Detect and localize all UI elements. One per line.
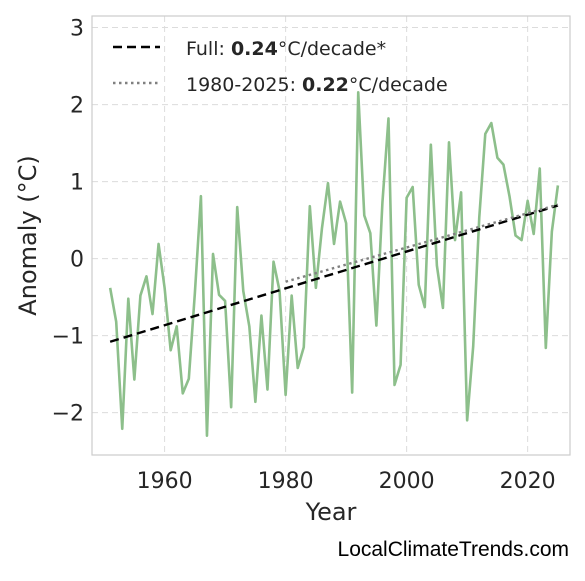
legend-entry-1980-2025: 1980-2025: 0.22°C/decade <box>186 74 448 96</box>
anomaly-series-line <box>108 90 560 438</box>
legend-entry-full: Full: 0.24°C/decade* <box>186 38 386 60</box>
y-tick-label: −1 <box>52 325 84 350</box>
legend-full-suffix: °C/decade* <box>278 38 386 60</box>
legend-1980-value: 0.22 <box>302 74 349 96</box>
y-tick-label: −2 <box>52 402 84 427</box>
y-tick-label: 1 <box>70 171 84 196</box>
legend-full-prefix: Full: <box>186 38 231 60</box>
y-tick-label: 3 <box>70 17 84 42</box>
series-layer <box>108 90 560 438</box>
site-credit: LocalClimateTrends.com <box>337 538 569 561</box>
x-tick-label: 2000 <box>379 469 435 494</box>
plot-frame <box>91 15 571 456</box>
legend-1980-prefix: 1980-2025: <box>186 74 302 96</box>
ticks: 1960 1980 2000 2020 −2 −1 0 1 2 3 <box>52 17 556 494</box>
trend-line-full <box>109 204 559 343</box>
x-axis-label: Year <box>305 498 357 526</box>
y-tick-label: 0 <box>70 248 84 273</box>
x-tick-label: 1980 <box>258 469 314 494</box>
y-axis-label: Anomaly (°C) <box>14 155 42 315</box>
x-tick-label: 2020 <box>500 469 556 494</box>
legend-1980-suffix: °C/decade <box>349 74 448 96</box>
trend-line-1980-2025 <box>285 203 559 283</box>
x-tick-label: 1960 <box>137 469 193 494</box>
legend-full-value: 0.24 <box>231 38 278 60</box>
legend: Full: 0.24°C/decade* 1980-2025: 0.22°C/d… <box>113 38 448 96</box>
y-tick-label: 2 <box>70 94 84 119</box>
